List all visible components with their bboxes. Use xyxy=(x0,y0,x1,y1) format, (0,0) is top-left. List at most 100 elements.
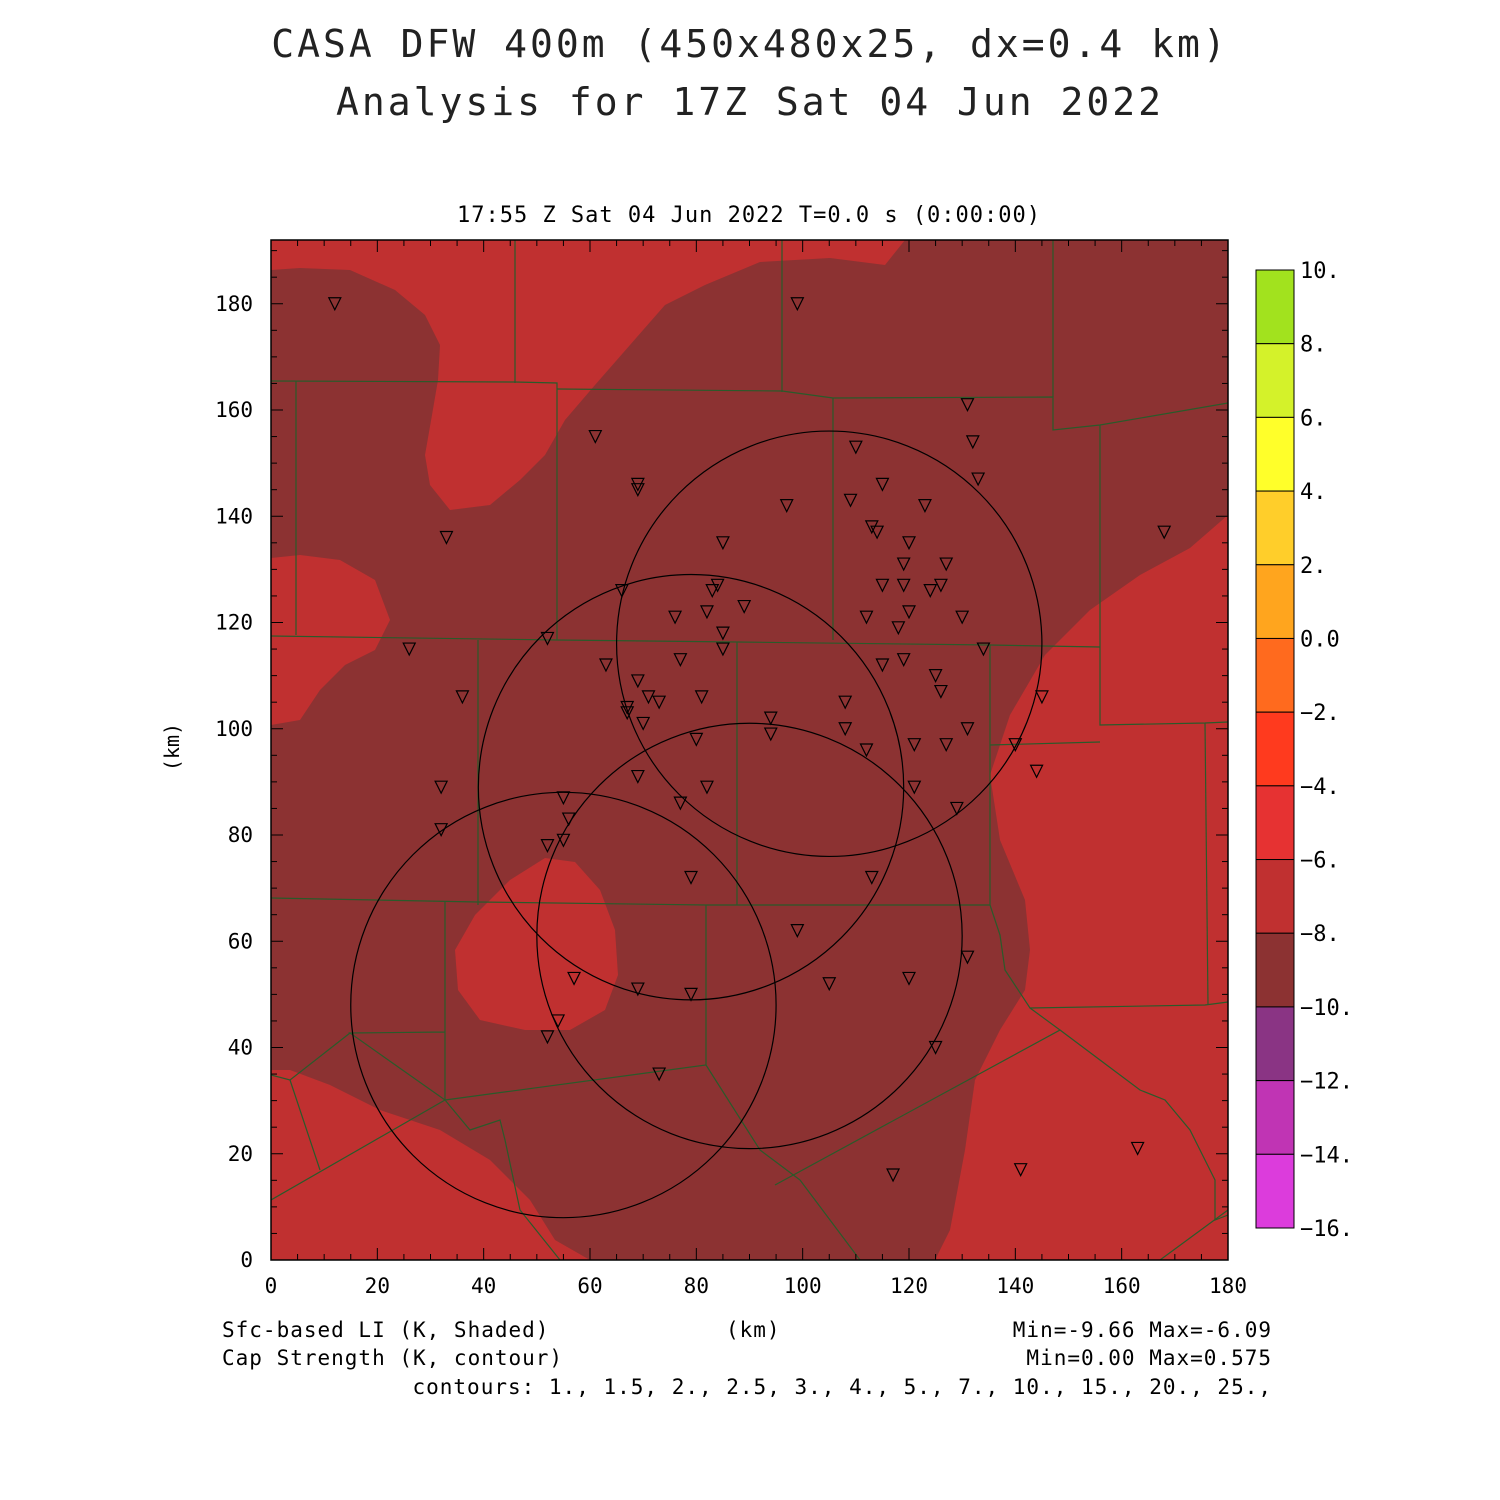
colorbar-swatch xyxy=(1255,343,1295,418)
station-marker xyxy=(949,801,964,816)
station-marker xyxy=(327,297,342,312)
station-marker xyxy=(556,833,571,848)
station-marker xyxy=(434,823,449,838)
station-marker xyxy=(902,536,916,551)
station-marker xyxy=(917,499,932,513)
x-axis-label: (km) xyxy=(726,1318,781,1342)
y-tick-label: 0 xyxy=(240,1248,253,1272)
station-marker xyxy=(598,658,613,673)
station-marker xyxy=(859,743,874,758)
field1-stats: Min=-9.66 Max=-6.09 xyxy=(1012,1318,1272,1342)
station-marker xyxy=(684,987,698,1002)
colorbar-swatch xyxy=(1255,564,1295,639)
colorbar-swatch xyxy=(1255,1153,1295,1229)
station-marker xyxy=(902,971,916,986)
colorbar-swatch xyxy=(1255,490,1295,566)
colorbar-swatch xyxy=(1255,1006,1295,1082)
x-tick-label: 100 xyxy=(784,1274,822,1298)
station-marker xyxy=(588,429,603,444)
colorbar-label: −4. xyxy=(1300,775,1340,800)
colorbar-label: −12. xyxy=(1300,1070,1353,1095)
y-tick-label: 20 xyxy=(228,1142,253,1166)
station-marker xyxy=(636,716,651,731)
colorbar-label: 4. xyxy=(1300,480,1327,505)
station-marker xyxy=(641,690,656,705)
colorbar-swatch xyxy=(1255,859,1295,934)
colorbar-swatch xyxy=(1255,637,1295,713)
station-marker xyxy=(556,791,571,806)
x-tick-label: 160 xyxy=(1103,1274,1141,1298)
station-marker xyxy=(891,621,906,636)
station-marker xyxy=(838,695,853,710)
station-marker xyxy=(455,690,470,705)
contour-levels: contours: 1., 1.5, 2., 2.5, 3., 4., 5., … xyxy=(412,1375,1272,1399)
station-marker xyxy=(561,812,576,827)
station-marker xyxy=(1008,738,1023,753)
station-marker xyxy=(652,1067,667,1082)
station-marker xyxy=(699,605,714,620)
station-marker xyxy=(1157,525,1172,540)
colorbar: 10. 8. 6. 4. 2. 0.0 −2. −4. −6. −8. −10. −12. −14. −1… xyxy=(1255,259,1353,1242)
colorbar-label: −6. xyxy=(1300,849,1340,874)
station-marker xyxy=(886,1168,901,1183)
county-borders xyxy=(271,240,1228,1260)
colorbar-label: 6. xyxy=(1300,406,1327,431)
x-tick-label: 120 xyxy=(890,1274,928,1298)
station-marker xyxy=(630,674,645,689)
station-marker xyxy=(673,653,688,668)
station-marker xyxy=(875,658,890,673)
field2-stats: Min=0.00 Max=0.575 xyxy=(1026,1346,1272,1370)
colorbar-label: 0.0 xyxy=(1300,627,1340,652)
x-tick-label: 80 xyxy=(684,1274,709,1298)
station-marker xyxy=(684,870,698,885)
station-marker xyxy=(630,483,645,498)
colorbar-swatch xyxy=(1255,932,1295,1008)
y-axis-label: (km) xyxy=(160,722,185,772)
station-marker xyxy=(864,870,879,885)
station-marker xyxy=(540,631,555,646)
chart-title: CASA DFW 400m (450x480x25, dx=0.4 km) xyxy=(271,22,1229,66)
station-marker xyxy=(933,578,948,593)
station-marker xyxy=(902,605,916,620)
station-marker xyxy=(715,536,730,551)
station-marker xyxy=(960,398,975,413)
station-marker xyxy=(939,557,954,572)
station-marker xyxy=(630,769,645,784)
station-marker xyxy=(907,738,922,753)
colorbar-swatch xyxy=(1255,711,1295,787)
station-marker xyxy=(540,839,555,853)
y-tick-label: 120 xyxy=(215,611,253,635)
station-marker xyxy=(763,711,778,726)
station-marker xyxy=(965,435,980,450)
station-marker xyxy=(790,924,805,938)
station-marker xyxy=(864,520,879,535)
station-marker xyxy=(652,695,667,710)
x-tick-label: 140 xyxy=(996,1274,1034,1298)
station-marker xyxy=(838,722,853,737)
station-marker xyxy=(668,610,683,625)
station-marker xyxy=(567,971,582,986)
station-marker xyxy=(870,525,885,540)
station-marker xyxy=(710,578,725,593)
station-marker xyxy=(960,950,975,965)
station-marker xyxy=(896,557,911,572)
colorbar-label: −8. xyxy=(1300,922,1340,947)
x-tick-label: 180 xyxy=(1209,1274,1247,1298)
station-marker xyxy=(779,499,794,513)
station-marker xyxy=(907,780,922,795)
station-marker xyxy=(955,610,970,625)
station-marker xyxy=(699,780,714,795)
station-marker xyxy=(540,1030,555,1045)
station-marker xyxy=(630,982,645,997)
station-marker xyxy=(822,977,837,992)
station-markers xyxy=(327,297,1172,1183)
station-marker xyxy=(689,732,704,747)
station-marker xyxy=(928,669,943,683)
station-marker xyxy=(928,1040,943,1055)
y-tick-label: 180 xyxy=(215,292,253,316)
station-marker xyxy=(1130,1141,1145,1156)
station-marker xyxy=(434,780,449,795)
station-marker xyxy=(694,690,709,705)
station-marker xyxy=(896,653,911,668)
